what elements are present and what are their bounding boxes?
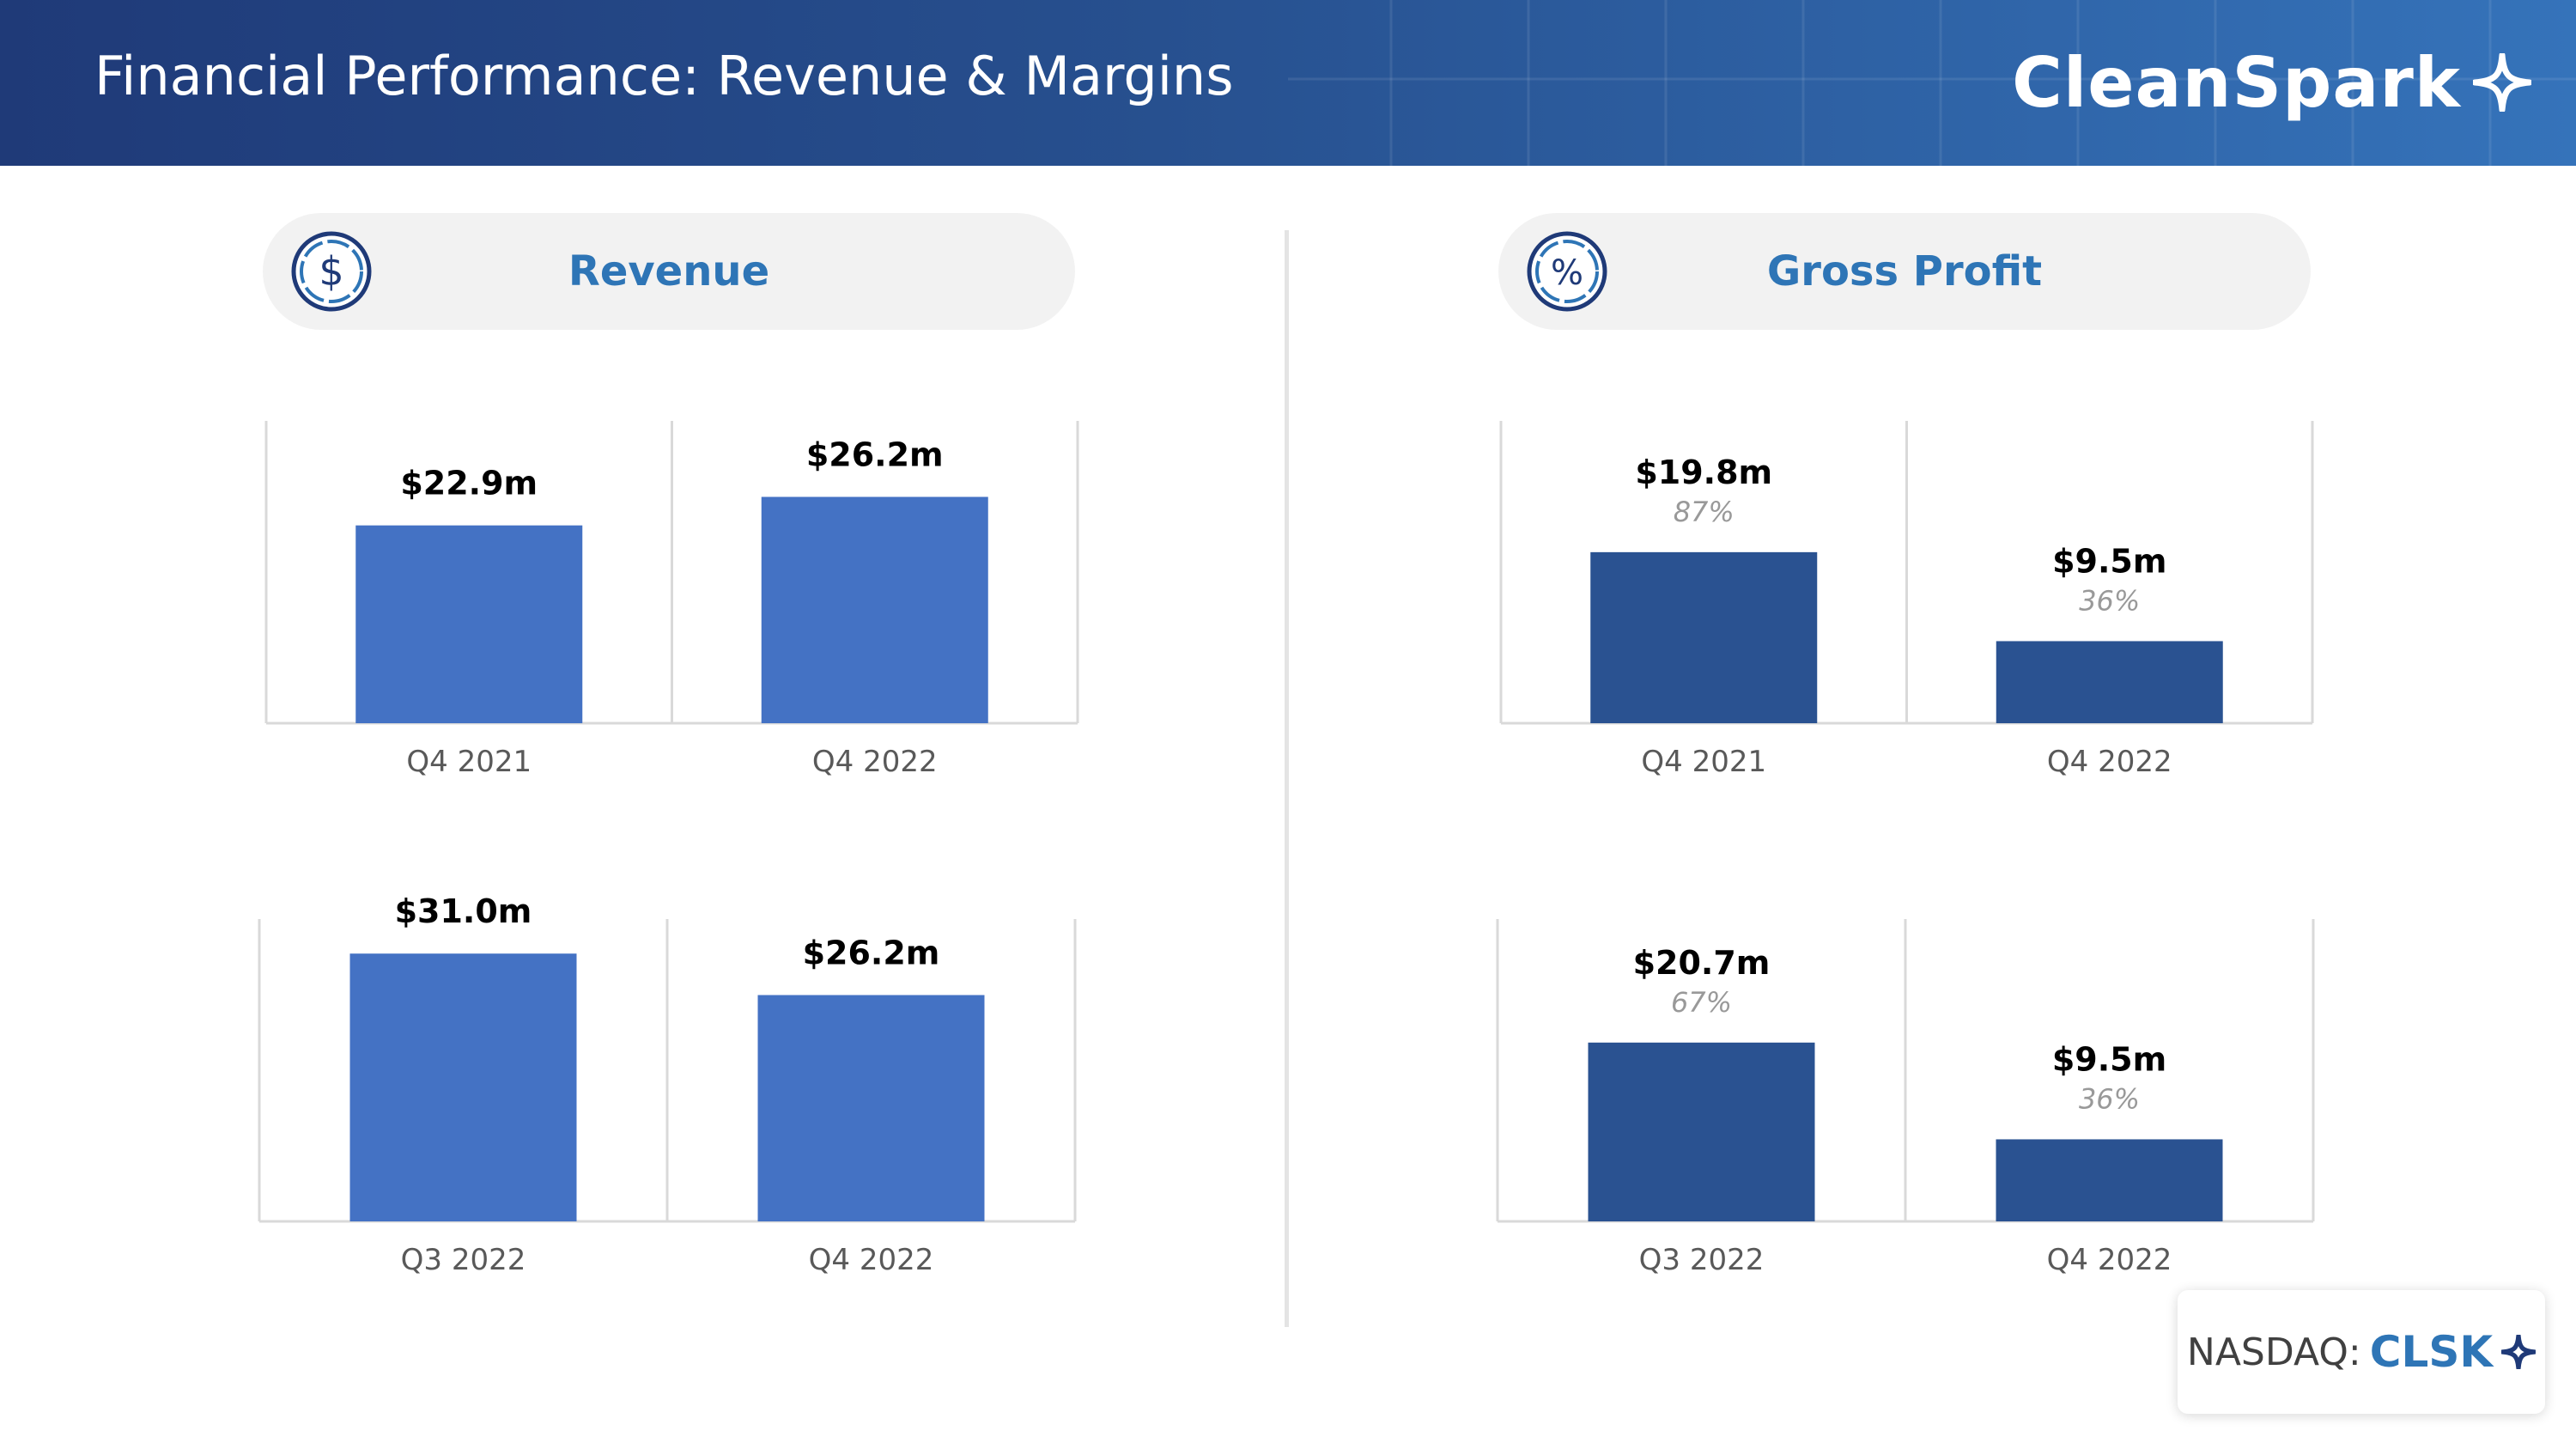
company-logo: CleanSpark [2012,40,2531,125]
category-tick-label: Q4 2022 [2047,745,2172,779]
gross-profit-yoy-chart: $19.8m 87% Q4 2021 $9.5m 36% Q4 2022 [1499,421,2314,782]
bar-value-label: $31.0m [395,892,532,930]
bar-q3-2022 [349,953,577,1221]
section-divider [1285,230,1289,1327]
margin-percent-label: 36% [2079,1082,2140,1115]
svg-text:%: % [1551,253,1583,293]
category-tick-label: Q4 2022 [2047,1243,2172,1277]
category-tick-label: Q4 2021 [1641,745,1766,779]
bar-value-label: $26.2m [806,436,944,474]
bar-q4-2022 [757,995,985,1221]
svg-text:$: $ [319,248,343,295]
exchange-label: NASDAQ: [2186,1330,2361,1374]
spark-star-icon [2473,53,2531,112]
category-tick-label: Q3 2022 [401,1243,526,1277]
gross-profit-qoq-chart: $20.7m 67% Q3 2022 $9.5m 36% Q4 2022 [1496,919,2315,1280]
percent-coin-icon: % [1527,231,1607,312]
revenue-yoy-chart: $22.9m Q4 2021 $26.2m Q4 2022 [264,421,1079,782]
gross-profit-section-title: Gross Profit [1766,247,2043,295]
header-banner: Financial Performance: Revenue & Margins… [0,0,2576,166]
dollar-coin-icon: $ [291,231,372,312]
page-title: Financial Performance: Revenue & Margins [94,45,1234,107]
bar-q3-2022 [1588,1042,1815,1221]
gross-profit-section-header: % Gross Profit [1498,213,2311,330]
margin-percent-label: 87% [1674,496,1735,528]
category-tick-label: Q4 2022 [812,745,938,779]
category-tick-label: Q4 2022 [809,1243,934,1277]
bar-value-label: $26.2m [803,935,940,972]
revenue-qoq-chart: $31.0m Q3 2022 $26.2m Q4 2022 [258,892,1077,1280]
logo-wordmark: CleanSpark [2012,42,2461,123]
bar-q4-2022 [1996,1139,2223,1221]
margin-percent-label: 36% [2079,584,2140,617]
bar-value-label: $9.5m [2052,542,2166,580]
bar-value-label: $19.8m [1635,454,1772,491]
bar-value-label: $9.5m [2052,1040,2166,1078]
category-tick-label: Q3 2022 [1639,1243,1765,1277]
bar-q4-2022 [1996,641,2223,723]
category-tick-label: Q4 2021 [406,745,532,779]
bar-value-label: $22.9m [400,465,538,502]
margin-percent-label: 67% [1671,986,1732,1019]
revenue-section-title: Revenue [568,247,770,295]
revenue-section-header: $ Revenue [263,213,1075,330]
bar-q4-2022 [761,496,988,723]
ticker-symbol: CLSK [2369,1327,2494,1377]
ticker-badge: NASDAQ: CLSK [2178,1290,2545,1414]
bar-value-label: $20.7m [1633,944,1771,982]
spark-star-icon [2501,1335,2537,1369]
bar-q4-2021 [355,525,583,723]
bar-q4-2021 [1590,551,1818,723]
